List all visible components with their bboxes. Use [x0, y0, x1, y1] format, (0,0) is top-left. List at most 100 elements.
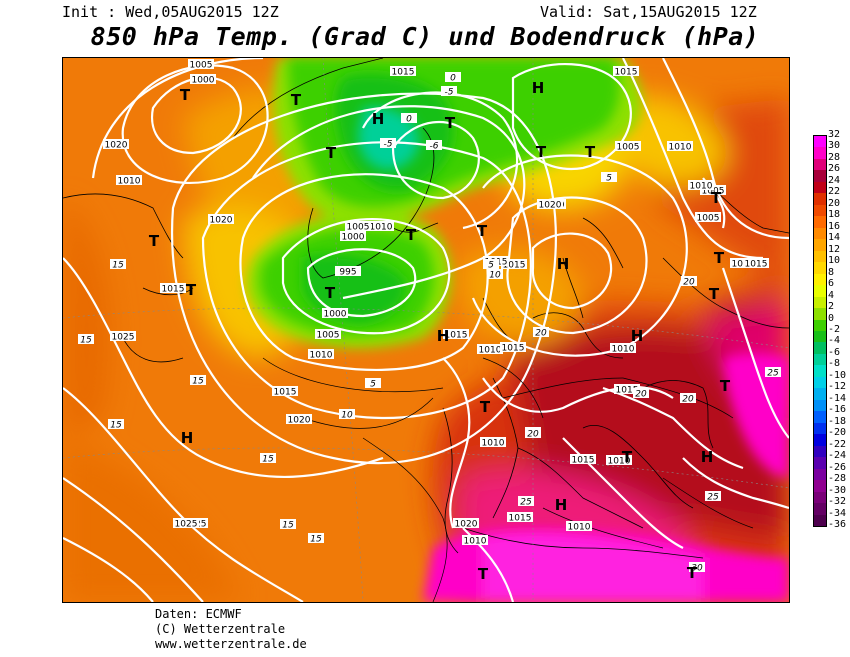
legend-label: 22 — [828, 186, 841, 198]
svg-text:25: 25 — [520, 498, 532, 508]
isobar-label: 1005 — [188, 59, 214, 71]
svg-text:-5: -5 — [384, 140, 393, 150]
isotherm-label: -5 — [380, 138, 396, 150]
legend-swatch — [814, 331, 826, 343]
svg-text:20: 20 — [683, 278, 695, 288]
init-time: Init : Wed,05AUG2015 12Z — [62, 3, 279, 21]
legend-label: -16 — [828, 404, 847, 416]
map-title: 850 hPa Temp. (Grad C) und Bodendruck (h… — [90, 22, 760, 51]
isotherm-label: 5 — [365, 378, 381, 390]
svg-text:15: 15 — [282, 521, 294, 531]
svg-text:1015: 1015 — [445, 331, 468, 341]
low-pressure-marker: T — [325, 284, 336, 302]
isotherm-label: 0 — [445, 72, 461, 84]
legend-swatch — [814, 491, 826, 504]
svg-text:20: 20 — [635, 390, 647, 400]
isobar-label: 1015 — [160, 283, 186, 295]
svg-text:-6: -6 — [430, 142, 439, 152]
high-pressure-marker: H — [372, 110, 385, 128]
legend-label: -6 — [828, 346, 841, 358]
svg-text:1010: 1010 — [690, 182, 713, 192]
legend-label: -4 — [828, 335, 841, 347]
isotherm-label: 30 — [689, 562, 705, 574]
svg-text:10: 10 — [489, 271, 501, 281]
isobar-label: 995 — [335, 266, 361, 278]
legend-label: -32 — [828, 496, 847, 508]
isobar-label: 1015 — [570, 454, 596, 466]
isobar-label: 1010 — [610, 343, 636, 355]
isobar-label: 1015 — [443, 329, 469, 341]
legend-swatch — [814, 353, 826, 366]
svg-text:1010: 1010 — [669, 143, 692, 153]
svg-text:20: 20 — [682, 395, 694, 405]
legend-swatch — [814, 193, 826, 206]
isobar-label: 1010 — [667, 141, 693, 153]
isobar-label: 1025 — [110, 331, 136, 343]
isobar-label: 1000 — [322, 308, 348, 320]
svg-text:1015: 1015 — [615, 68, 638, 78]
legend-label: 30 — [828, 140, 841, 152]
legend-label: -30 — [828, 484, 847, 496]
temperature-field — [63, 58, 789, 602]
isotherm-label: 15 — [260, 453, 276, 465]
isobar-label: 1015 — [507, 512, 533, 524]
legend-swatch — [814, 239, 826, 252]
legend-swatch — [814, 434, 826, 447]
legend-swatch — [814, 170, 826, 183]
svg-text:0: 0 — [406, 115, 412, 125]
isobar-label: 1020 — [208, 214, 234, 226]
legend-label: 16 — [828, 220, 841, 232]
svg-text:15: 15 — [310, 535, 322, 545]
legend-label: -28 — [828, 473, 847, 485]
low-pressure-marker: T — [711, 189, 722, 207]
isobar-label: 1010 — [480, 437, 506, 449]
isotherm-label: 5 — [601, 172, 617, 184]
weather-map: 1005 1000 1020 1015 1010 1005 1000 995 1000 1005 1… — [62, 57, 790, 603]
svg-text:20: 20 — [535, 329, 547, 339]
legend-label: -34 — [828, 507, 847, 519]
legend-swatch — [814, 227, 826, 240]
isotherm-label: 15 — [190, 375, 206, 387]
isobar-label: 1015 — [500, 342, 526, 354]
legend-label: 26 — [828, 163, 841, 175]
isobars — [63, 58, 789, 602]
high-pressure-marker: H — [557, 255, 570, 273]
legend-label: 6 — [828, 278, 835, 290]
low-pressure-marker: T — [714, 249, 725, 267]
isobar-label: 1010 — [368, 221, 394, 233]
high-pressure-marker: H — [181, 429, 194, 447]
credit-data-source: Daten: ECMWF — [155, 607, 242, 621]
svg-text:5: 5 — [370, 380, 376, 390]
svg-text:25: 25 — [707, 493, 719, 503]
svg-text:1010: 1010 — [464, 537, 487, 547]
svg-text:995: 995 — [339, 268, 356, 278]
svg-text:15: 15 — [112, 261, 124, 271]
svg-text:1015: 1015 — [502, 344, 525, 354]
isotherm-label: 15 — [108, 419, 124, 431]
isobar-label: 1010 — [116, 175, 142, 187]
svg-text:1005: 1005 — [317, 331, 340, 341]
svg-text:25: 25 — [767, 369, 779, 379]
isobar-label: 1005 — [345, 221, 371, 233]
legend-swatch — [814, 296, 826, 309]
legend-label: -36 — [828, 519, 847, 530]
high-pressure-marker: H — [532, 79, 545, 97]
isotherms — [262, 357, 754, 602]
high-pressure-marker: H — [631, 327, 644, 345]
low-pressure-marker: T — [477, 222, 488, 240]
low-pressure-marker: T — [622, 448, 633, 466]
isobar-label: 1010 — [606, 455, 632, 467]
legend-label: -20 — [828, 427, 847, 439]
low-pressure-marker: T — [186, 281, 197, 299]
svg-text:1005: 1005 — [347, 223, 370, 233]
legend-label: -26 — [828, 461, 847, 473]
isobar-label: 1015 — [272, 386, 298, 398]
isobar-label: 1015 — [390, 66, 416, 78]
legend-swatch — [814, 273, 826, 286]
low-pressure-marker: T — [622, 448, 633, 466]
legend-label: 28 — [828, 151, 841, 163]
legend-swatch — [814, 308, 826, 321]
legend-swatch — [814, 319, 826, 332]
isotherm-label: 25 — [518, 496, 534, 508]
